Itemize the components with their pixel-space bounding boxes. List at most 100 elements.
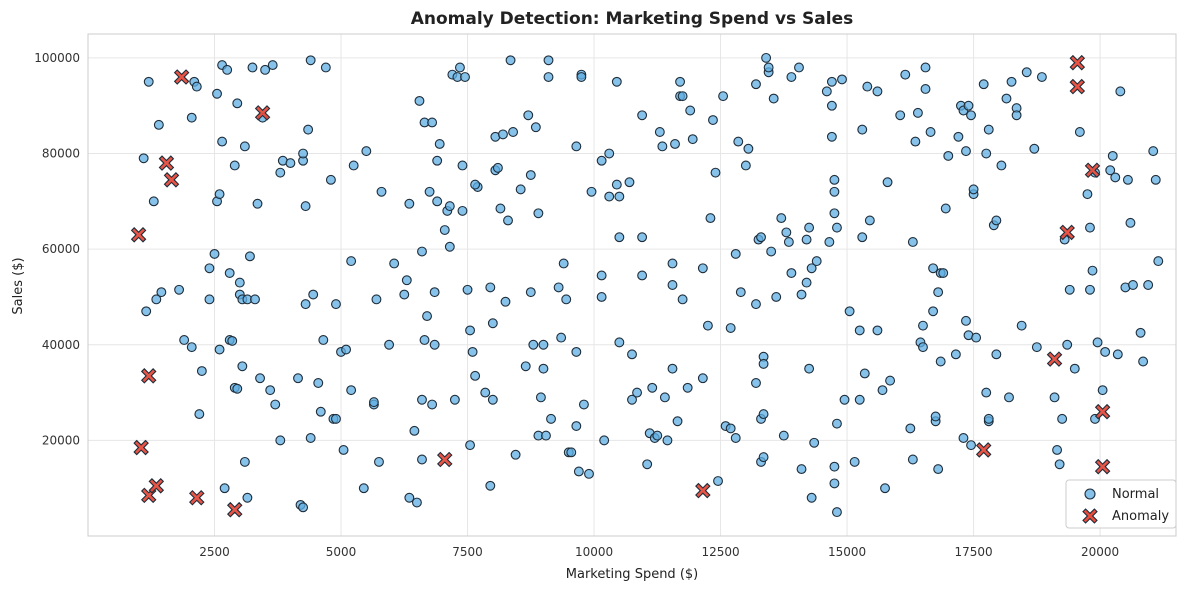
normal-point xyxy=(409,425,420,436)
normal-point xyxy=(331,413,341,424)
normal-point xyxy=(138,153,149,164)
normal-point xyxy=(751,79,761,90)
normal-point xyxy=(766,246,777,257)
normal-point xyxy=(1128,280,1138,290)
normal-point xyxy=(940,203,951,214)
normal-point xyxy=(204,294,215,305)
normal-point xyxy=(657,141,668,152)
normal-point xyxy=(918,342,928,353)
normal-point xyxy=(212,88,222,99)
normal-point xyxy=(1082,189,1093,200)
normal-point xyxy=(627,349,637,360)
normal-point xyxy=(444,201,455,212)
normal-point xyxy=(961,315,971,326)
normal-point xyxy=(961,146,971,157)
normal-point xyxy=(804,363,815,374)
normal-point xyxy=(968,184,979,195)
normal-point xyxy=(983,124,994,135)
normal-point xyxy=(826,131,837,142)
normal-point xyxy=(427,117,438,128)
normal-point xyxy=(503,215,513,226)
normal-point xyxy=(305,433,316,443)
normal-point xyxy=(1001,93,1012,104)
normal-point xyxy=(566,447,577,458)
normal-point xyxy=(1150,174,1161,185)
normal-point xyxy=(647,382,658,393)
normal-point xyxy=(806,263,817,274)
normal-point xyxy=(910,136,921,147)
normal-point xyxy=(829,478,840,489)
normal-point xyxy=(831,507,842,518)
normal-point xyxy=(376,186,387,197)
normal-point xyxy=(143,76,154,87)
normal-point xyxy=(935,356,946,367)
normal-point xyxy=(227,335,238,346)
normal-point xyxy=(781,227,792,238)
normal-point xyxy=(525,287,536,298)
x-tick-label: 5000 xyxy=(326,545,357,559)
normal-point xyxy=(604,148,615,159)
normal-point xyxy=(457,205,468,216)
normal-point xyxy=(1069,363,1080,374)
y-tick-label: 40000 xyxy=(42,338,80,352)
normal-point xyxy=(826,76,837,87)
normal-point xyxy=(821,86,832,97)
normal-point xyxy=(614,191,625,202)
normal-point xyxy=(432,196,443,207)
normal-point xyxy=(348,160,359,171)
normal-point xyxy=(831,418,842,429)
normal-point xyxy=(930,411,941,422)
normal-point xyxy=(538,339,549,350)
anomaly-point xyxy=(130,227,147,243)
normal-point xyxy=(872,325,883,336)
normal-point xyxy=(232,98,243,109)
normal-point xyxy=(1092,337,1103,348)
normal-point xyxy=(991,215,1002,226)
normal-point xyxy=(991,349,1002,360)
plot-frame xyxy=(87,33,1177,537)
normal-point xyxy=(786,72,797,82)
anomaly-point xyxy=(1084,162,1101,179)
normal-point xyxy=(1031,342,1042,353)
normal-point xyxy=(966,440,977,451)
normal-point xyxy=(614,232,625,243)
normal-point xyxy=(659,392,670,403)
normal-point xyxy=(958,433,969,443)
normal-point xyxy=(885,375,896,386)
normal-point xyxy=(214,189,225,200)
normal-point xyxy=(761,52,772,63)
normal-point xyxy=(1087,265,1098,276)
normal-point xyxy=(533,208,544,219)
normal-point xyxy=(480,387,491,398)
normal-point xyxy=(417,394,427,405)
normal-point xyxy=(543,72,554,82)
normal-point xyxy=(854,394,865,405)
normal-point xyxy=(247,62,258,73)
normal-point xyxy=(637,110,648,121)
normal-point xyxy=(224,268,235,278)
normal-point xyxy=(275,435,286,446)
normal-point xyxy=(596,155,607,166)
normal-point xyxy=(515,184,526,195)
normal-point xyxy=(429,339,440,350)
normal-point xyxy=(1105,165,1116,176)
normal-point xyxy=(1021,67,1032,78)
normal-point xyxy=(429,287,440,298)
normal-point xyxy=(928,306,939,317)
normal-point xyxy=(300,299,311,310)
x-tick-label: 17500 xyxy=(954,545,992,559)
normal-point xyxy=(713,476,723,486)
anomaly-point xyxy=(695,482,711,499)
normal-point xyxy=(642,459,653,470)
anomaly-point xyxy=(163,172,180,188)
normal-point xyxy=(844,306,855,317)
normal-point xyxy=(599,435,610,446)
normal-point xyxy=(500,296,511,307)
normal-point xyxy=(1135,327,1146,338)
normal-point xyxy=(804,222,815,233)
normal-point xyxy=(578,399,589,410)
normal-point xyxy=(849,456,860,467)
normal-point xyxy=(725,323,736,333)
normal-point xyxy=(571,421,582,431)
normal-point xyxy=(829,461,840,472)
